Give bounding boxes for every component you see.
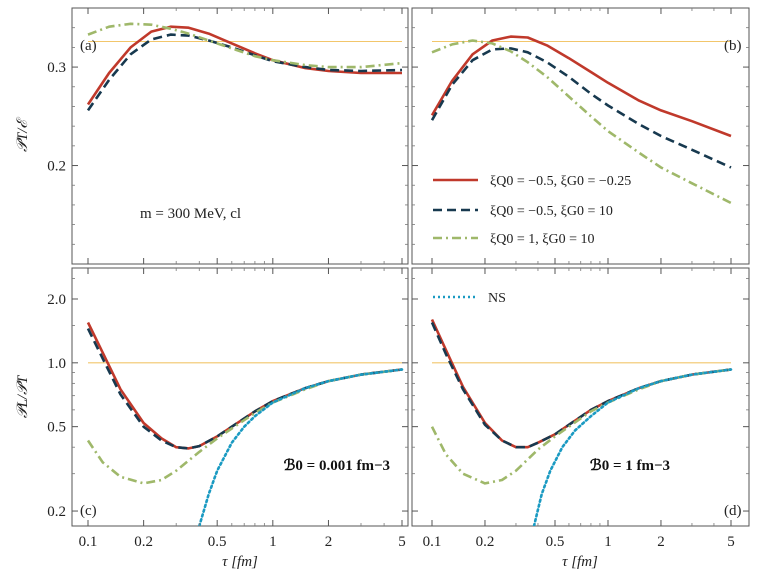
panel-c-ytick-label: 0.5 xyxy=(47,420,66,436)
panel-a-frame xyxy=(71,7,409,265)
panel-c-xtick-label: 1 xyxy=(269,534,277,550)
legend-text-0: ξQ0 = −0.5, ξG0 = −0.25 xyxy=(490,174,631,189)
panel-a-series xyxy=(86,22,403,112)
panel-b-series-dashed xyxy=(430,47,732,169)
panel-a-series-dashdot xyxy=(87,22,403,69)
panel-c-ticks: 0.1 0.2 0.5 1 2 5 0.2 0.5 1.0 2.0 xyxy=(47,268,408,550)
panel-b-tag: (b) xyxy=(724,38,742,54)
panel-c-ytick-label: 0.2 xyxy=(47,504,66,520)
panel-a-ytick-label: 0.3 xyxy=(47,60,66,76)
panel-a-ytick-label: 0.2 xyxy=(47,159,66,175)
panel-a-ticks: 0.2 0.3 xyxy=(47,8,408,264)
legend-text-ns: NS xyxy=(488,291,506,306)
panel-a-annotation: m = 300 MeV, cl xyxy=(140,206,241,222)
panel-c-xtick-label: 2 xyxy=(325,534,333,550)
panel-c-xlabel: τ [fm] xyxy=(222,554,258,570)
panel-c-ytick-label: 2.0 xyxy=(47,292,66,308)
panel-d-tag: (d) xyxy=(724,503,742,519)
panel-d-annotation: ℬ0 = 1 fm−3 xyxy=(590,457,670,474)
panel-c-series-dashdot xyxy=(86,368,403,485)
panel-c-ylabel: 𝒫L/𝒫T xyxy=(15,374,31,418)
panel-d-series xyxy=(430,318,733,526)
panel-b-series xyxy=(430,35,732,205)
panel-c-ytick-label: 1.0 xyxy=(47,356,66,372)
legend-text-2: ξQ0 = 1, ξG0 = 10 xyxy=(490,232,595,247)
panel-a: 0.2 0.3 (a) 𝒫T/ℰ m = 300 MeV, cl xyxy=(15,7,409,265)
panel-c-xtick-label: 0.1 xyxy=(79,534,98,550)
panel-b-series-solid xyxy=(430,35,732,138)
panel-b-legend: ξQ0 = −0.5, ξG0 = −0.25 ξQ0 = −0.5, ξG0 … xyxy=(433,174,631,247)
panel-d-series-solid xyxy=(430,318,732,449)
panel-d-xtick-label: 0.2 xyxy=(476,534,495,550)
panel-d-ticks: 0.1 0.2 0.5 1 2 5 xyxy=(412,268,749,550)
panel-c-frame xyxy=(71,267,409,527)
panel-c: 0.1 0.2 0.5 1 2 5 0.2 0.5 1.0 2.0 (c) 𝒫L/𝒫T ℬ0 = … xyxy=(15,267,409,570)
panel-a-series-dashed xyxy=(86,33,403,112)
panel-d-xtick-label: 0.1 xyxy=(423,534,442,550)
panel-c-xtick-label: 0.5 xyxy=(208,534,227,550)
panel-d-series-dashdot xyxy=(430,368,732,485)
panel-d-frame xyxy=(411,267,750,527)
panel-d-series-dashed xyxy=(430,321,732,449)
panel-b: (b) ξQ0 = −0.5, ξG0 = −0.25 ξQ0 = −0.5, … xyxy=(411,7,750,265)
panel-c-tag: (c) xyxy=(80,503,97,519)
panel-c-xtick-label: 5 xyxy=(398,534,406,550)
panel-b-ticks xyxy=(412,8,749,264)
panel-c-series-dashed xyxy=(86,328,403,450)
panel-d-series-dotted xyxy=(532,368,733,526)
legend-text-1: ξQ0 = −0.5, ξG0 = 10 xyxy=(490,204,613,219)
panel-a-tag: (a) xyxy=(80,38,97,54)
panel-d-xtick-label: 5 xyxy=(727,534,735,550)
panel-d-xtick-label: 0.5 xyxy=(546,534,565,550)
panel-c-series-dotted xyxy=(198,368,404,526)
panel-d-xtick-label: 2 xyxy=(657,534,665,550)
panel-c-annotation: ℬ0 = 0.001 fm−3 xyxy=(284,457,390,474)
panel-d: 0.1 0.2 0.5 1 2 5 (d) ℬ0 = 1 fm−3 NS τ [fm] xyxy=(411,267,750,570)
panel-d-legend: NS xyxy=(433,291,506,306)
panel-c-series-solid xyxy=(86,321,403,450)
panel-c-series xyxy=(86,321,404,526)
panel-a-series-solid xyxy=(86,25,402,106)
panel-a-ylabel: 𝒫T/ℰ xyxy=(15,117,31,152)
panel-d-xlabel: τ [fm] xyxy=(562,554,598,570)
panel-b-series-dashdot xyxy=(431,39,732,205)
panel-d-xtick-label: 1 xyxy=(604,534,612,550)
panel-c-xtick-label: 0.2 xyxy=(134,534,153,550)
panel-b-frame xyxy=(411,7,750,265)
